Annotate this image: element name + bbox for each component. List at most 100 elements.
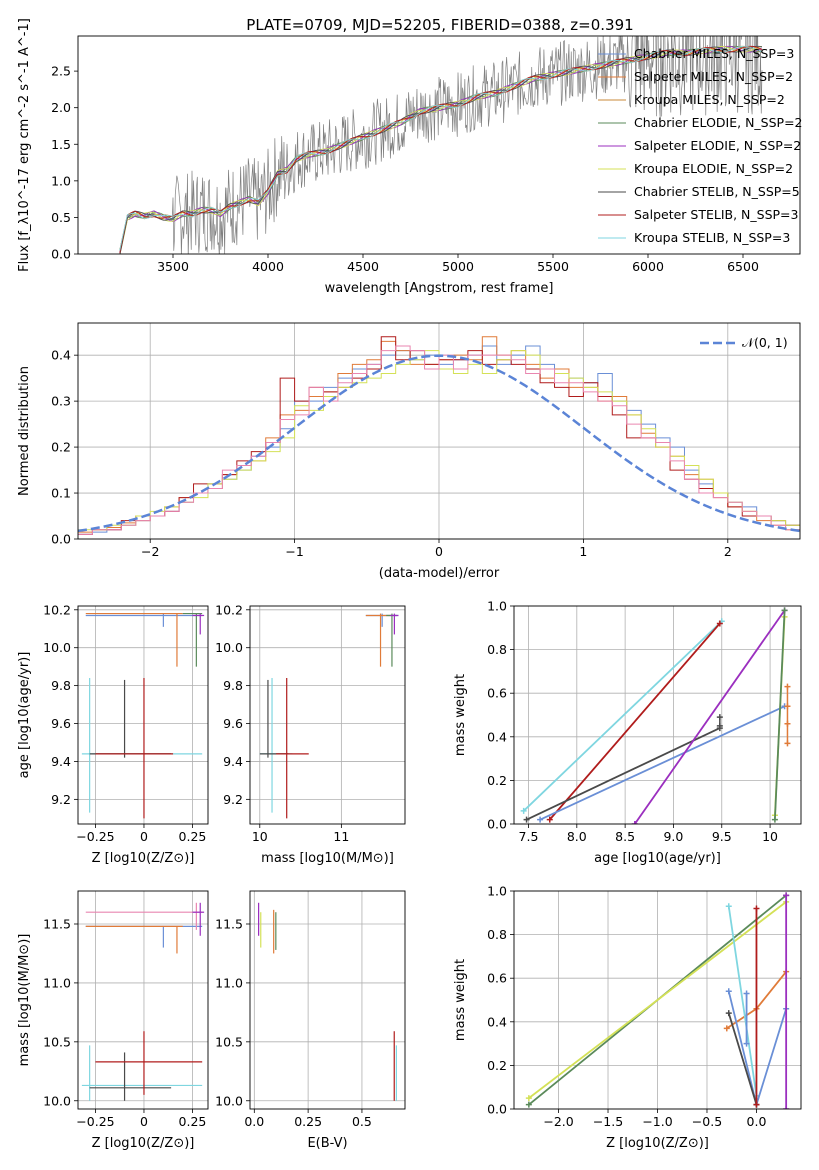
x-tick-label: 5500	[537, 259, 569, 274]
data-point-marker	[784, 720, 791, 727]
mass-weight-line	[634, 609, 786, 824]
data-point-marker	[525, 1101, 532, 1108]
data-point-marker	[743, 1040, 750, 1047]
x-tick-label: 9.5	[712, 829, 732, 844]
panel-mass-vs-Z: −0.25 0 0.25 10.0 10.5 11.0 11.5 Z [log10(Z/Z⊙)…	[17, 890, 209, 1151]
x-axis-label: age [log10(age/yr)]	[594, 851, 721, 866]
y-tick-label: 0.5	[51, 210, 71, 225]
model-line	[119, 45, 763, 251]
figure-title: PLATE=0709, MJD=52205, FIBERID=0388, z=0…	[246, 16, 633, 34]
y-tick-label: 9.6	[51, 716, 71, 731]
histogram-step	[78, 345, 800, 535]
panel-residuals: −2 −1 0 1 2 0.0 0.1 0.2 0.3 0.4 (data-model)/error…	[17, 322, 801, 581]
y-tick-label: 0.3	[51, 394, 71, 409]
y-tick-label: 9.2	[51, 792, 71, 807]
data-point-marker	[520, 807, 527, 814]
y-tick-label: 0.2	[487, 773, 507, 788]
y-tick-label: 9.8	[51, 678, 71, 693]
y-axis-label: Flux [f_λ10^-17 erg cm^-2 s^-1 A^-1]	[17, 18, 32, 272]
x-tick-label: −1	[285, 544, 303, 559]
y-axis-label: mass weight	[453, 959, 468, 1041]
observed-spectrum-line	[119, 36, 763, 254]
data-point-marker	[525, 1095, 532, 1102]
plot-area	[78, 336, 800, 535]
data-point-marker	[783, 892, 790, 899]
data-point-marker	[523, 816, 530, 823]
model-line	[119, 46, 763, 254]
mass-weight-line	[523, 620, 723, 812]
y-tick-label: 11.0	[215, 975, 243, 990]
x-tick-label: −2.0	[543, 1114, 573, 1129]
model-line	[119, 45, 763, 254]
y-tick-label: 2.5	[51, 64, 71, 79]
data-point-marker	[743, 990, 750, 997]
plot-area	[259, 613, 399, 819]
x-axis-label: Z [log10(Z/Z⊙)]	[606, 1136, 709, 1151]
x-tick-label: 0.0	[244, 1114, 264, 1129]
x-tick-label: 0.25	[179, 829, 207, 844]
x-tick-label: 0	[140, 829, 148, 844]
x-tick-label: 4500	[347, 259, 379, 274]
x-tick-label: 0.25	[294, 1114, 322, 1129]
data-point-marker	[784, 740, 791, 747]
legend-label: Salpeter ELODIE, N_SSP=2	[634, 138, 801, 153]
data-point-marker	[781, 607, 788, 614]
data-point-marker	[631, 821, 638, 824]
panel-age-vs-Z: −0.25 0 0.25 9.2 9.4 9.6 9.8 10.0 10.2 Z [log10(Z…	[17, 602, 209, 866]
y-tick-label: 10.5	[43, 1034, 71, 1049]
y-tick-label: 0.2	[51, 440, 71, 455]
y-tick-label: 9.8	[223, 678, 243, 693]
y-tick-label: 9.4	[51, 754, 71, 769]
data-point-marker	[784, 683, 791, 690]
legend-label: 𝒩(0, 1)	[742, 335, 788, 350]
plot-area	[81, 902, 205, 1101]
mass-weight-line	[526, 727, 721, 821]
x-tick-label: −0.25	[76, 829, 114, 844]
panel-mass-vs-EBV: 0.0 0.25 0.5 10.0 10.5 11.0 11.5 E(B-V)	[215, 890, 406, 1151]
x-axis-label: Z [log10(Z/Z⊙)]	[92, 1136, 195, 1151]
y-tick-label: 10.2	[43, 602, 71, 617]
y-axis-label: mass [log10(M/M⊙)]	[17, 934, 32, 1067]
x-tick-label: 4000	[252, 259, 284, 274]
data-point-marker	[546, 816, 553, 823]
y-tick-label: 10.5	[215, 1034, 243, 1049]
axes-frame	[77, 322, 801, 540]
y-tick-label: 0.0	[51, 532, 71, 547]
x-tick-label: 0.5	[352, 1114, 372, 1129]
y-tick-label: 1.0	[51, 173, 71, 188]
y-tick-label: 10.0	[43, 640, 71, 655]
data-point-marker	[783, 1106, 790, 1109]
y-tick-label: 0.4	[487, 1014, 507, 1029]
x-tick-label: −1.0	[642, 1114, 672, 1129]
x-tick-label: −1.5	[593, 1114, 623, 1129]
y-tick-label: 1.0	[487, 599, 507, 614]
x-axis-label: mass [log10(M/M⊙)]	[261, 851, 394, 866]
y-tick-label: 9.4	[223, 754, 243, 769]
y-tick-label: 11.5	[43, 916, 71, 931]
mass-weight-line	[528, 901, 787, 1099]
histogram-step	[78, 350, 800, 531]
x-axis-label: Z [log10(Z/Z⊙)]	[92, 851, 195, 866]
legend-label: Kroupa STELIB, N_SSP=3	[634, 230, 790, 245]
x-tick-label: 5000	[442, 259, 474, 274]
plot-area	[258, 902, 397, 1101]
x-tick-label: 9.0	[663, 829, 683, 844]
x-axis-label: E(B-V)	[307, 1136, 347, 1151]
plot-area	[520, 607, 791, 824]
y-tick-label: 1.0	[487, 884, 507, 899]
legend-label: Kroupa ELODIE, N_SSP=2	[634, 161, 793, 176]
y-tick-label: 0.8	[487, 642, 507, 657]
y-tick-label: 0.2	[487, 1058, 507, 1073]
y-tick-label: 0.4	[51, 348, 71, 363]
legend-label: Chabrier MILES, N_SSP=3	[634, 46, 794, 61]
plot-area	[119, 36, 763, 254]
x-tick-label: 1	[579, 544, 587, 559]
x-tick-label: 3500	[157, 259, 189, 274]
plot-area	[525, 892, 790, 1109]
data-point-marker	[753, 905, 760, 912]
x-tick-label: 0	[435, 544, 443, 559]
x-tick-label: 0.0	[747, 1114, 767, 1129]
panel-age-vs-mass: 10 11 9.2 9.4 9.6 9.8 10.0 10.2 mass [log10(M/M⊙…	[215, 602, 406, 866]
x-tick-label: 8.0	[567, 829, 587, 844]
axes-frame	[77, 890, 209, 1110]
